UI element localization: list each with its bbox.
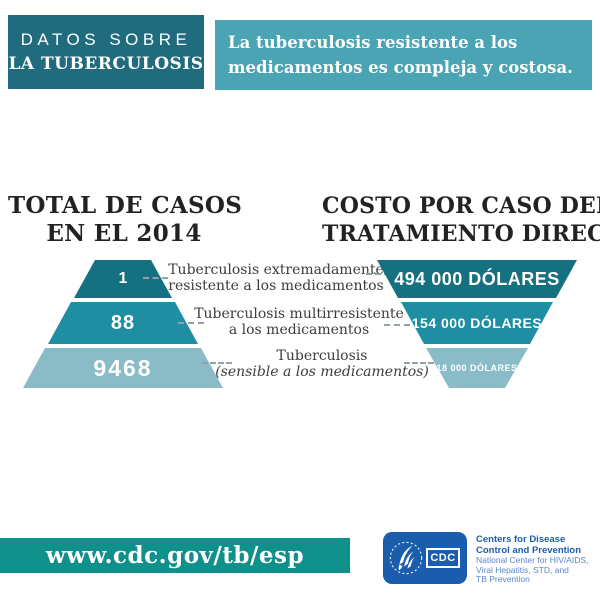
agency-center-line2: Viral Hepatitis, STD, and <box>476 564 569 575</box>
header-tagline: La tuberculosis resistente a los medicam… <box>215 20 592 90</box>
connector-dash <box>143 277 168 279</box>
tier-label-sensitive-line1: Tuberculosis <box>276 348 368 364</box>
badge-title-bottom: LA TUBERCULOSIS <box>8 54 204 74</box>
cases-value-mdr: 88 <box>110 311 136 334</box>
cases-value-sensitive: 9468 <box>93 354 153 381</box>
left-chart-title-line2: EN EL 2014 <box>46 220 202 247</box>
right-chart-title: COSTO POR CASO DEL TRATAMIENTO DIRECTO <box>322 192 600 248</box>
connector-dash <box>404 362 434 364</box>
cases-pyramid: 1 88 9468 <box>23 260 223 388</box>
connector-dash <box>366 273 390 275</box>
left-chart-title-line1: TOTAL DE CASOS <box>8 192 243 219</box>
connector-dash <box>384 324 410 326</box>
tier-label-xdr-line2: resistente a los medicamentos <box>168 278 384 294</box>
right-chart-title-line1: COSTO POR CASO DEL <box>322 193 600 219</box>
tier-label-sensitive: Tuberculosis (sensible a los medicamento… <box>212 348 432 380</box>
cost-value-mdr: 154 000 DÓLARES <box>411 315 543 331</box>
connector-dash <box>202 362 232 364</box>
cdc-logo: CDC <box>383 532 467 584</box>
cdc-acronym-box: CDC <box>426 548 460 568</box>
tier-label-mdr: Tuberculosis multirresistente a los medi… <box>189 306 409 338</box>
tagline-line2: medicamentos es compleja y costosa. <box>228 58 573 77</box>
cases-tier-sensitive: 9468 <box>23 348 223 388</box>
right-chart-title-line2: TRATAMIENTO DIRECTO <box>322 221 600 247</box>
cost-tier-mdr: 154 000 DÓLARES <box>401 302 553 344</box>
tier-label-xdr: Tuberculosis extremadamente resistente a… <box>166 262 386 294</box>
tier-label-mdr-line1: Tuberculosis multirresistente <box>194 306 404 322</box>
cases-tier-mdr: 88 <box>48 302 198 344</box>
tagline-line1: La tuberculosis resistente a los <box>228 33 518 52</box>
cost-value-xdr: 494 000 DÓLARES <box>394 268 560 289</box>
agency-center-line1: National Center for HIV/AIDS, <box>476 555 589 565</box>
badge-title-top: DATOS SOBRE <box>20 30 192 49</box>
header-badge: DATOS SOBRE LA TUBERCULOSIS <box>8 15 204 89</box>
agency-center-line3: TB Prevention <box>476 574 530 584</box>
cases-value-xdr: 1 <box>118 270 128 287</box>
cost-tier-xdr: 494 000 DÓLARES <box>377 260 577 298</box>
tier-label-xdr-line1: Tuberculosis extremadamente <box>168 262 384 278</box>
agency-name-line2: Control and Prevention <box>476 544 582 556</box>
cdc-url-text: www.cdc.gov/tb/esp <box>45 542 305 569</box>
tier-label-sensitive-line2: (sensible a los medicamentos) <box>215 364 429 380</box>
agency-name-line1: Centers for Disease <box>476 534 566 545</box>
left-chart-title: TOTAL DE CASOS EN EL 2014 <box>8 192 243 248</box>
hhs-eagle-icon <box>389 541 423 575</box>
cost-value-sensitive: 18 000 DÓLARES <box>436 363 518 373</box>
cost-pyramid: 494 000 DÓLARES 154 000 DÓLARES 18 000 D… <box>377 260 577 388</box>
agency-name-block: Centers for Disease Control and Preventi… <box>476 534 596 585</box>
tier-label-mdr-line2: a los medicamentos <box>228 322 370 338</box>
connector-dash <box>178 322 204 324</box>
cost-tier-sensitive: 18 000 DÓLARES <box>426 348 528 388</box>
footer-url-bar: www.cdc.gov/tb/esp <box>0 538 350 573</box>
